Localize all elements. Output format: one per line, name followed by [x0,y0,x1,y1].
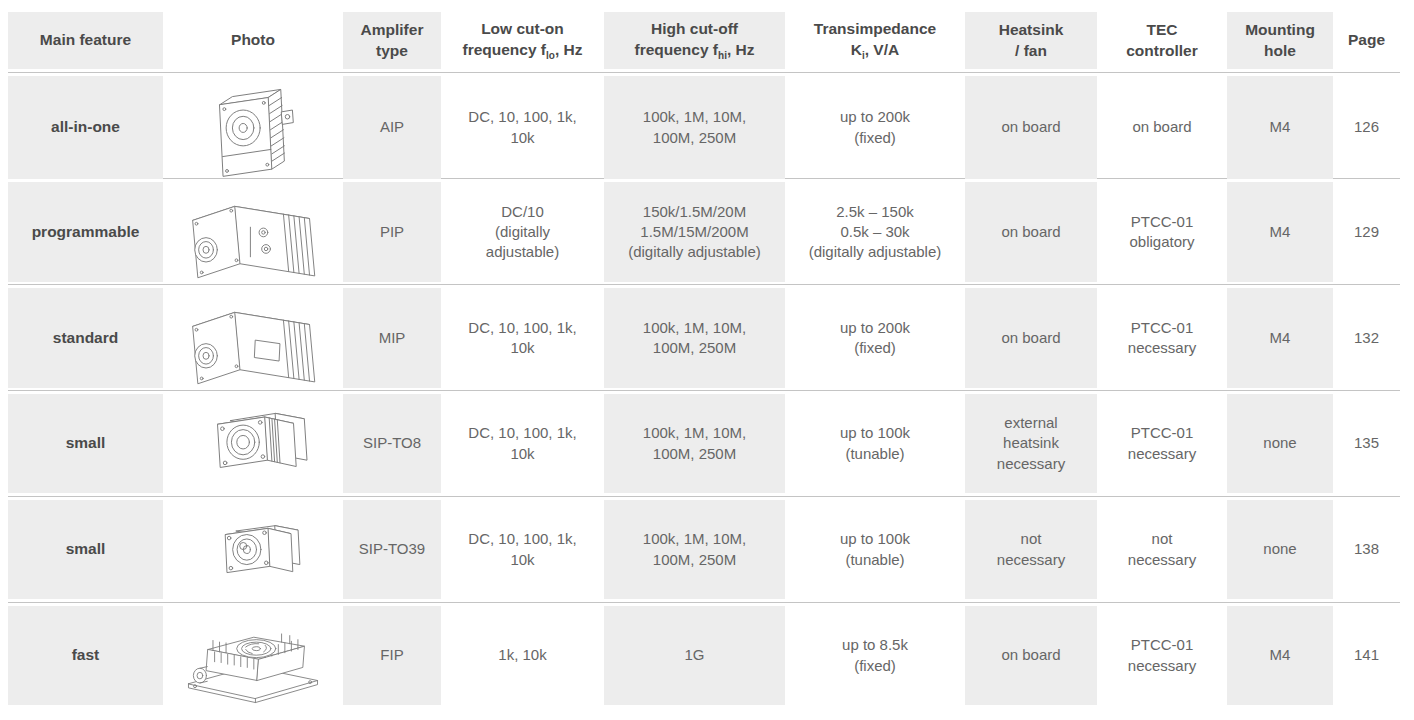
mip-device-drawing [169,288,337,388]
cell-low-cut-on: DC/10 (digitally adjustable) [441,182,604,282]
cell-mounting-hole: M4 [1227,606,1333,705]
col-header-heatsink-fan: Heatsink / fan [965,12,1097,69]
cell-page: 135 [1333,394,1400,493]
col-header-main-feature: Main feature [8,12,163,69]
cell-heatsink-fan: not necessary [965,500,1097,599]
amplifier-comparison-table: Main feature Photo Amplifer type Low cut… [8,12,1400,705]
cell-photo [163,500,343,599]
cell-low-cut-on: DC, 10, 100, 1k, 10k [441,394,604,493]
aip-device-drawing [178,76,328,179]
cell-photo [163,606,343,705]
cell-tec-controller: not necessary [1097,500,1227,599]
cell-mounting-hole: M4 [1227,288,1333,388]
cell-photo [163,76,343,179]
cell-main-feature: programmable [8,182,163,282]
cell-photo [163,394,343,493]
cell-page: 132 [1333,288,1400,388]
cell-page: 126 [1333,76,1400,179]
cell-transimpedance: up to 200k (fixed) [785,76,965,179]
cell-high-cut-off: 100k, 1M, 10M, 100M, 250M [604,500,785,599]
cell-tec-controller: on board [1097,76,1227,179]
catalog-page: Main feature Photo Amplifer type Low cut… [0,0,1414,720]
cell-heatsink-fan: on board [965,606,1097,705]
col-header-page: Page [1333,12,1400,69]
pip-device-drawing [169,182,337,282]
cell-heatsink-fan: on board [965,76,1097,179]
cell-tec-controller: PTCC-01 necessary [1097,394,1227,493]
cell-amplifier-type: AIP [343,76,441,179]
cell-mounting-hole: none [1227,394,1333,493]
cell-low-cut-on: DC, 10, 100, 1k, 10k [441,500,604,599]
cell-transimpedance: up to 200k (fixed) [785,288,965,388]
cell-mounting-hole: none [1227,500,1333,599]
cell-mounting-hole: M4 [1227,182,1333,282]
cell-tec-controller: PTCC-01 necessary [1097,606,1227,705]
cell-transimpedance: up to 100k (tunable) [785,500,965,599]
sip-to39-device-drawing [183,508,323,592]
col-header-mounting-hole: Mounting hole [1227,12,1333,69]
col-header-transimpedance: Transimpedance Ki, V/A [785,12,965,69]
col-header-high-cut-off: High cut-off frequency fhi, Hz [604,12,785,69]
cell-high-cut-off: 100k, 1M, 10M, 100M, 250M [604,288,785,388]
cell-low-cut-on: DC, 10, 100, 1k, 10k [441,76,604,179]
row-separator [8,599,1400,606]
cell-main-feature: small [8,500,163,599]
row-separator [8,493,1400,500]
table-row-sip-to39: small SIP-TO39 DC, 10, 100, 1k, 10k [8,500,1400,599]
cell-page: 138 [1333,500,1400,599]
col-header-tec-controller: TEC controller [1097,12,1227,69]
cell-page: 129 [1333,182,1400,282]
fip-device-drawing [169,607,337,705]
cell-low-cut-on: DC, 10, 100, 1k, 10k [441,288,604,388]
col-header-low-cut-on: Low cut-on frequency flo, Hz [441,12,604,69]
col-header-amplifier-type: Amplifer type [343,12,441,69]
cell-mounting-hole: M4 [1227,76,1333,179]
cell-photo [163,182,343,282]
cell-amplifier-type: PIP [343,182,441,282]
cell-main-feature: small [8,394,163,493]
cell-main-feature: standard [8,288,163,388]
cell-main-feature: all-in-one [8,76,163,179]
cell-main-feature: fast [8,606,163,705]
cell-heatsink-fan: external heatsink necessary [965,394,1097,493]
row-separator [8,69,1400,76]
row-separator [8,387,1400,394]
table-row-fip: fast [8,606,1400,705]
cell-photo [163,288,343,388]
cell-high-cut-off: 100k, 1M, 10M, 100M, 250M [604,394,785,493]
cell-amplifier-type: MIP [343,288,441,388]
table-row-sip-to8: small SIP-TO8 DC, 10, 10 [8,394,1400,493]
cell-heatsink-fan: on board [965,288,1097,388]
cell-transimpedance: up to 100k (tunable) [785,394,965,493]
table-header-row: Main feature Photo Amplifer type Low cut… [8,12,1400,69]
cell-amplifier-type: FIP [343,606,441,705]
cell-high-cut-off: 1G [604,606,785,705]
table-row-aip: all-in-one [8,76,1400,175]
cell-low-cut-on: 1k, 10k [441,606,604,705]
sip-to8-device-drawing [178,399,328,489]
cell-heatsink-fan: on board [965,182,1097,282]
cell-tec-controller: PTCC-01 necessary [1097,288,1227,388]
col-header-photo: Photo [163,12,343,69]
cell-high-cut-off: 100k, 1M, 10M, 100M, 250M [604,76,785,179]
cell-transimpedance: up to 8.5k (fixed) [785,606,965,705]
table-row-pip: programmable [8,182,1400,281]
cell-page: 141 [1333,606,1400,705]
table-row-mip: standard MIP DC, 10, 100 [8,288,1400,387]
cell-amplifier-type: SIP-TO8 [343,394,441,493]
row-separator [8,281,1400,288]
cell-high-cut-off: 150k/1.5M/20M 1.5M/15M/200M (digitally a… [604,182,785,282]
cell-amplifier-type: SIP-TO39 [343,500,441,599]
cell-transimpedance: 2.5k – 150k 0.5k – 30k (digitally adjust… [785,182,965,282]
cell-tec-controller: PTCC-01 obligatory [1097,182,1227,282]
